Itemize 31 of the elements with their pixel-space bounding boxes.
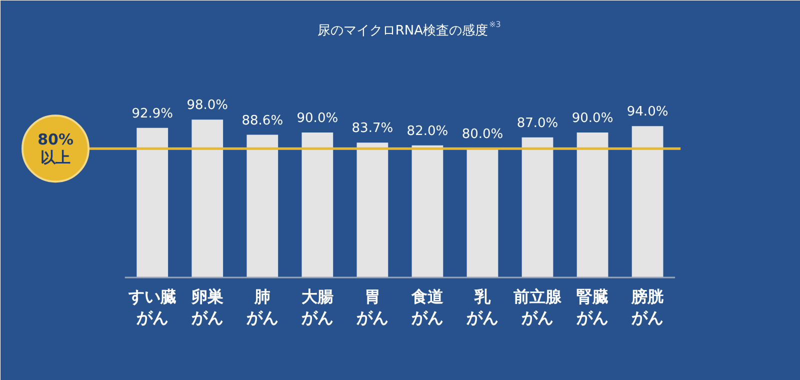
x-tick-label: 卵巣がん xyxy=(190,287,224,328)
x-tick-label: 膀胱がん xyxy=(630,287,664,328)
bar xyxy=(632,126,664,278)
data-label: 83.7% xyxy=(352,121,394,136)
x-tick-label: 食道がん xyxy=(410,287,444,328)
x-tick-label: 胃がん xyxy=(355,287,388,328)
bar xyxy=(576,132,608,278)
data-label: 88.6% xyxy=(242,113,284,128)
bar xyxy=(136,128,168,278)
x-tick-label: 肺がん xyxy=(245,287,278,328)
data-label: 92.9% xyxy=(132,106,174,122)
bar xyxy=(302,132,334,278)
ref-line-label: 80%以上 xyxy=(38,130,74,167)
bar xyxy=(412,145,444,278)
data-label: 94.0% xyxy=(626,104,668,120)
bar xyxy=(466,148,498,278)
data-label: 90.0% xyxy=(296,111,338,126)
data-label: 80.0% xyxy=(462,127,504,142)
data-label: 90.0% xyxy=(572,111,614,126)
x-tick-label: 前立腺がん xyxy=(512,287,562,328)
bar xyxy=(246,134,278,278)
x-tick-label: すい臓がん xyxy=(127,287,176,328)
data-label: 98.0% xyxy=(186,98,228,114)
data-label: 87.0% xyxy=(516,116,558,131)
x-tick-label: 腎臓がん xyxy=(576,287,609,328)
x-tick-label: 乳がん xyxy=(465,287,498,328)
bar xyxy=(522,137,554,278)
data-label: 82.0% xyxy=(406,124,448,139)
bar xyxy=(356,142,388,278)
bar xyxy=(192,120,224,278)
x-tick-label: 大腸がん xyxy=(300,287,334,328)
